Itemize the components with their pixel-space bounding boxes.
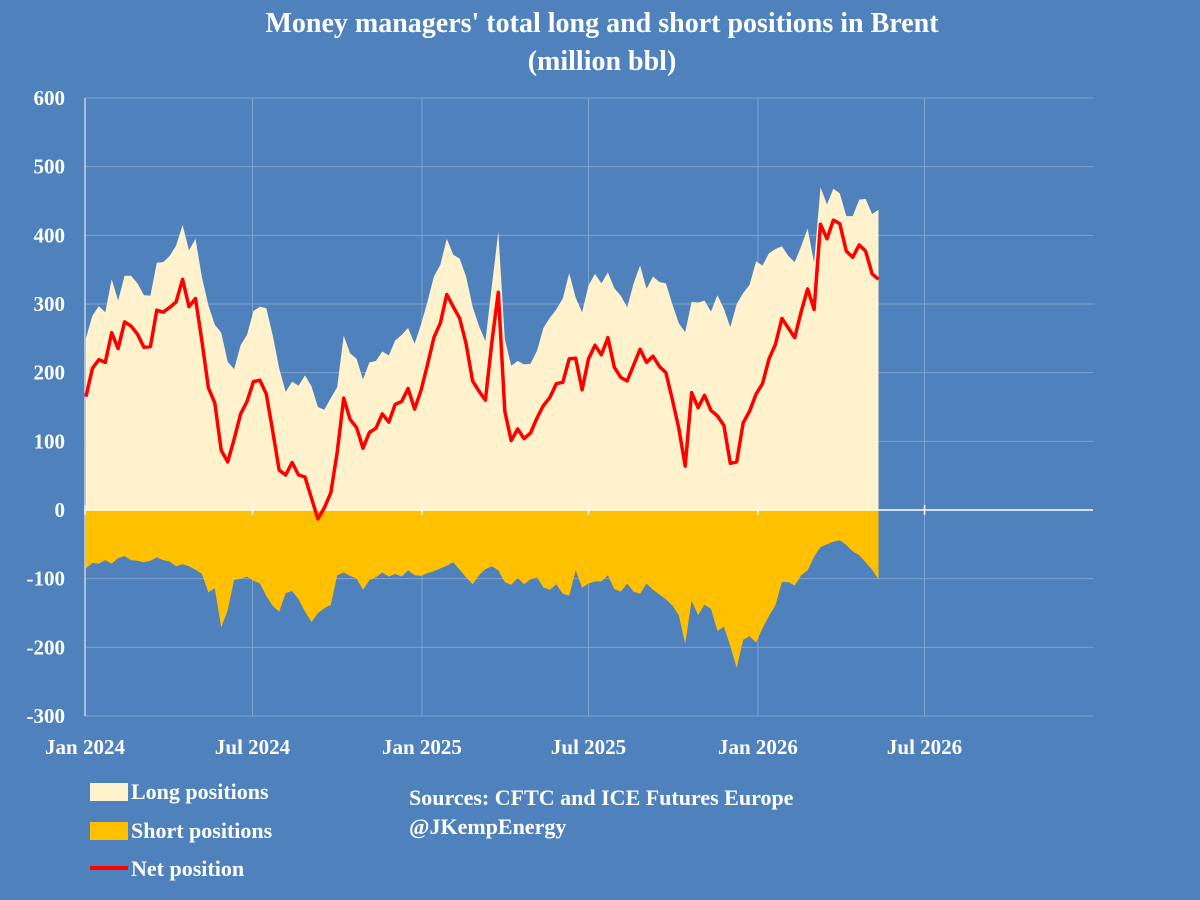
y-tick-label: 200	[34, 361, 66, 385]
legend-short-label: Short positions	[131, 818, 273, 843]
plot-areas	[85, 187, 879, 668]
y-tick-label: 0	[55, 498, 66, 522]
y-tick-label: 500	[34, 155, 66, 179]
net-position-line	[84, 218, 880, 521]
y-tick-label: -300	[27, 704, 66, 728]
chart-title: Money managers' total long and short pos…	[265, 8, 939, 39]
x-axis-ticks: Jan 2024 Jul 2024 Jan 2025 Jul 2025 Jan 2026…	[45, 735, 962, 759]
legend-long-label: Long positions	[131, 779, 269, 804]
x-tick-label: Jan 2024	[45, 735, 125, 759]
chart-subtitle: (million bbl)	[528, 46, 677, 77]
y-tick-label: 100	[34, 429, 66, 453]
y-tick-label: 600	[34, 86, 66, 110]
x-tick-label: Jul 2026	[887, 735, 962, 759]
y-tick-label: 400	[34, 223, 66, 247]
sources-line: Sources: CFTC and ICE Futures Europe	[409, 785, 794, 810]
legend: Long positions Short positions Net posit…	[90, 779, 273, 881]
x-tick-label: Jan 2025	[382, 735, 462, 759]
x-tick-label: Jul 2024	[215, 735, 291, 759]
axes	[84, 98, 1093, 716]
y-axis-ticks: 600 500 400 300 200 100 0 -100 -200 -300	[27, 86, 66, 728]
legend-long-swatch	[90, 783, 128, 801]
short-positions-area	[85, 510, 879, 668]
y-tick-label: -200	[27, 635, 66, 659]
y-tick-label: 300	[34, 292, 66, 316]
x-tick-label: Jan 2026	[718, 735, 798, 759]
x-tick-label: Jul 2025	[551, 735, 626, 759]
legend-net-label: Net position	[131, 856, 244, 881]
author-handle: @JKempEnergy	[409, 814, 566, 839]
y-tick-label: -100	[27, 567, 66, 591]
sources-note: Sources: CFTC and ICE Futures Europe @JK…	[409, 785, 794, 839]
legend-short-swatch	[90, 822, 128, 840]
